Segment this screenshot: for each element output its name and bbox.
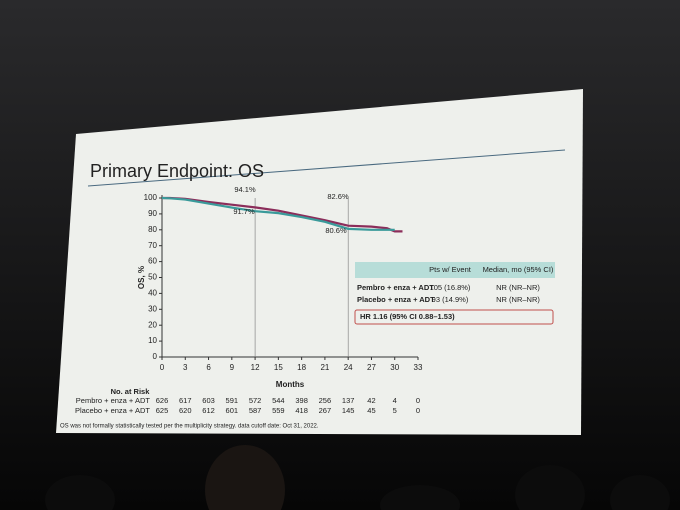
table-header: Pts w/ Event <box>429 265 472 274</box>
risk-cell: 625 <box>156 406 169 415</box>
x-tick-label: 18 <box>297 363 306 372</box>
y-tick-label: 40 <box>148 289 157 298</box>
risk-cell: 398 <box>295 396 308 405</box>
risk-cell: 256 <box>319 396 332 405</box>
risk-cell: 0 <box>416 406 420 415</box>
risk-cell: 612 <box>202 406 215 415</box>
x-tick-label: 3 <box>183 363 188 372</box>
x-tick-label: 24 <box>344 363 353 372</box>
hr-box <box>354 309 554 325</box>
y-tick-label: 70 <box>148 241 157 250</box>
y-tick-label: 10 <box>148 336 157 345</box>
table-cell: NR (NR–NR) <box>496 295 540 304</box>
table-cell: 105 (16.8%) <box>430 283 471 292</box>
survival-curve <box>161 196 395 231</box>
x-tick-label: 30 <box>390 363 399 372</box>
risk-cell: 267 <box>319 406 332 415</box>
risk-cell: 4 <box>393 396 397 405</box>
y-tick-label: 100 <box>144 193 158 202</box>
y-axis-label: OS, % <box>137 266 146 289</box>
annotation: 91.7% <box>233 207 255 216</box>
risk-row-label: Pembro + enza + ADT <box>76 396 151 405</box>
risk-cell: 42 <box>367 396 375 405</box>
annotation: 94.1% <box>234 185 256 194</box>
risk-cell: 591 <box>226 396 239 405</box>
risk-title: No. at Risk <box>111 387 151 396</box>
table-row-label: Pembro + enza + ADT <box>357 283 434 292</box>
annotation: 82.6% <box>327 192 349 201</box>
risk-cell: 617 <box>179 396 192 405</box>
risk-cell: 0 <box>416 396 420 405</box>
hazard-ratio: HR 1.16 (95% CI 0.88–1.53) <box>360 312 455 321</box>
footnote: OS was not formally statistically tested… <box>60 424 319 430</box>
title-rule <box>87 149 566 187</box>
x-tick-label: 15 <box>274 363 283 372</box>
x-tick-label: 6 <box>206 363 211 372</box>
y-tick-label: 50 <box>148 273 157 282</box>
y-tick-label: 80 <box>148 225 157 234</box>
risk-cell: 587 <box>249 406 262 415</box>
risk-cell: 5 <box>393 406 397 415</box>
y-tick-label: 20 <box>148 320 157 329</box>
x-tick-label: 21 <box>320 363 329 372</box>
table-row-label: Placebo + enza + ADT <box>357 295 435 304</box>
risk-cell: 620 <box>179 406 192 415</box>
x-tick-label: 33 <box>414 363 423 372</box>
risk-row-label: Placebo + enza + ADT <box>75 406 150 415</box>
x-tick-label: 0 <box>160 363 165 372</box>
y-tick-label: 60 <box>148 257 157 266</box>
y-tick-label: 0 <box>153 352 158 361</box>
risk-cell: 626 <box>156 396 169 405</box>
x-tick-label: 12 <box>251 363 260 372</box>
risk-cell: 572 <box>249 396 262 405</box>
risk-cell: 45 <box>367 406 375 415</box>
table-cell: 93 (14.9%) <box>432 295 469 304</box>
risk-cell: 544 <box>272 396 285 405</box>
risk-cell: 601 <box>226 406 239 415</box>
risk-cell: 603 <box>202 396 215 405</box>
y-tick-label: 30 <box>148 304 157 313</box>
risk-cell: 559 <box>272 406 285 415</box>
table-header: Median, mo (95% CI) <box>483 265 554 274</box>
x-axis-label: Months <box>276 380 305 389</box>
table-cell: NR (NR–NR) <box>496 283 540 292</box>
risk-cell: 137 <box>342 396 355 405</box>
risk-cell: 145 <box>342 406 355 415</box>
annotation: 80.6% <box>325 226 347 235</box>
risk-cell: 418 <box>295 406 308 415</box>
y-tick-label: 90 <box>148 209 157 218</box>
x-tick-label: 27 <box>367 363 376 372</box>
audience <box>45 445 670 510</box>
slide-title: Primary Endpoint: OS <box>90 161 264 181</box>
slide <box>56 89 583 435</box>
x-tick-label: 9 <box>230 363 235 372</box>
table-header-bg <box>355 262 555 278</box>
